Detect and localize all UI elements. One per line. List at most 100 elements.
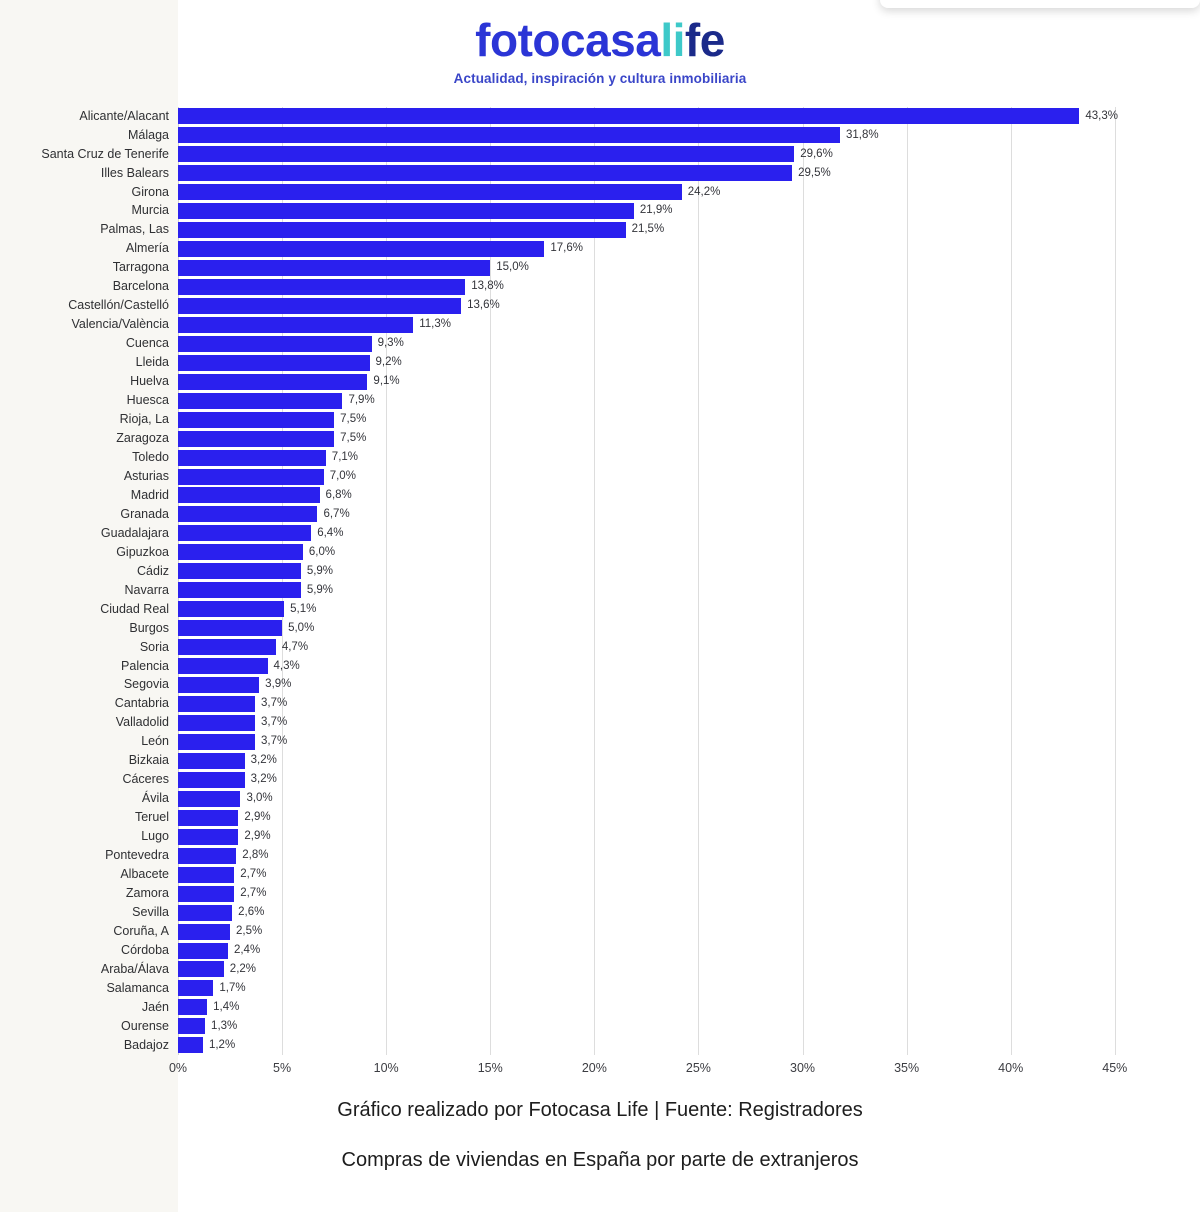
bar[interactable]: [178, 677, 260, 694]
bar[interactable]: [178, 620, 283, 637]
bar[interactable]: [178, 923, 231, 940]
bar[interactable]: [178, 1037, 203, 1054]
bar-row[interactable]: Granada 6,7%: [120, 505, 1146, 524]
bar-row[interactable]: Huesca 7,9%: [127, 391, 1146, 410]
bar-row[interactable]: Valencia/València 11,3%: [71, 315, 1146, 334]
bar-row[interactable]: Navarra 5,9%: [125, 581, 1146, 600]
bar[interactable]: [178, 885, 235, 902]
bar[interactable]: [178, 904, 233, 921]
bar-row[interactable]: Teruel 2,9%: [135, 808, 1146, 827]
bar-row[interactable]: Palencia 4,3%: [121, 657, 1146, 676]
bar-row[interactable]: Burgos 5,0%: [129, 619, 1146, 638]
bar[interactable]: [178, 430, 335, 447]
bar-row[interactable]: Soria 4,7%: [140, 638, 1146, 657]
bar[interactable]: [178, 487, 320, 504]
bar[interactable]: [178, 601, 285, 618]
bar[interactable]: [178, 847, 237, 864]
bar-row[interactable]: Segovia 3,9%: [124, 675, 1146, 694]
bar[interactable]: [178, 790, 241, 807]
bar-row[interactable]: Alicante/Alacant 43,3%: [79, 107, 1146, 126]
bar[interactable]: [178, 108, 1080, 125]
bar-row[interactable]: Málaga 31,8%: [128, 126, 1146, 145]
bar[interactable]: [178, 506, 318, 523]
bar-row[interactable]: Salamanca 1,7%: [106, 979, 1146, 998]
bar[interactable]: [178, 373, 368, 390]
bar[interactable]: [178, 752, 245, 769]
bar-row[interactable]: Rioja, La 7,5%: [120, 410, 1146, 429]
bar-row[interactable]: Araba/Álava 2,2%: [101, 960, 1146, 979]
bar[interactable]: [178, 468, 324, 485]
bar[interactable]: [178, 696, 256, 713]
bar-row[interactable]: Toledo 7,1%: [132, 448, 1146, 467]
bar-row[interactable]: Albacete 2,7%: [120, 865, 1146, 884]
bar[interactable]: [178, 240, 545, 257]
bar[interactable]: [178, 658, 268, 675]
bar[interactable]: [178, 354, 370, 371]
bar[interactable]: [178, 316, 414, 333]
bar-row[interactable]: Barcelona 13,8%: [113, 277, 1146, 296]
bar[interactable]: [178, 563, 301, 580]
bar-row[interactable]: Zamora 2,7%: [126, 884, 1146, 903]
bar-row[interactable]: Ciudad Real 5,1%: [100, 600, 1146, 619]
bar-row[interactable]: Lleida 9,2%: [136, 353, 1146, 372]
bar-row[interactable]: Ávila 3,0%: [142, 789, 1146, 808]
bar[interactable]: [178, 259, 491, 276]
bar-row[interactable]: Badajoz 1,2%: [124, 1036, 1146, 1055]
bar-row[interactable]: Illes Balears 29,5%: [101, 164, 1146, 183]
bar[interactable]: [178, 771, 245, 788]
bar-row[interactable]: Murcia 21,9%: [131, 201, 1146, 220]
bar-row[interactable]: Bizkaia 3,2%: [129, 751, 1146, 770]
bar-row[interactable]: Coruña, A 2,5%: [113, 922, 1146, 941]
bar-row[interactable]: Cantabria 3,7%: [115, 694, 1146, 713]
bar[interactable]: [178, 278, 466, 295]
bar[interactable]: [178, 297, 462, 314]
bar[interactable]: [178, 411, 335, 428]
bar[interactable]: [178, 165, 793, 182]
bar[interactable]: [178, 127, 840, 144]
bar[interactable]: [178, 639, 276, 656]
bar-row[interactable]: Valladolid 3,7%: [116, 713, 1146, 732]
bar-row[interactable]: Zaragoza 7,5%: [116, 429, 1146, 448]
bar-row[interactable]: Palmas, Las 21,5%: [100, 220, 1146, 239]
bar[interactable]: [178, 714, 256, 731]
bar[interactable]: [178, 942, 228, 959]
bar[interactable]: [178, 980, 214, 997]
bar-row[interactable]: Pontevedra 2,8%: [105, 846, 1146, 865]
bar[interactable]: [178, 999, 208, 1016]
bar-row[interactable]: León 3,7%: [141, 732, 1146, 751]
bar-row[interactable]: Jaén 1,4%: [142, 998, 1146, 1017]
bar[interactable]: [178, 1018, 206, 1035]
bar-row[interactable]: Lugo 2,9%: [141, 827, 1146, 846]
bar-row[interactable]: Girona 24,2%: [131, 183, 1146, 202]
bar[interactable]: [178, 449, 326, 466]
bar-row[interactable]: Ourense 1,3%: [121, 1017, 1146, 1036]
bar-row[interactable]: Castellón/Castelló 13,6%: [68, 296, 1146, 315]
bar-row[interactable]: Córdoba 2,4%: [121, 941, 1146, 960]
bar-row[interactable]: Sevilla 2,6%: [132, 903, 1146, 922]
bar[interactable]: [178, 582, 301, 599]
bar[interactable]: [178, 335, 372, 352]
bar-row[interactable]: Cádiz 5,9%: [137, 562, 1146, 581]
bar[interactable]: [178, 525, 312, 542]
bar[interactable]: [178, 392, 343, 409]
bar[interactable]: [178, 809, 239, 826]
bar-row[interactable]: Cuenca 9,3%: [126, 334, 1146, 353]
bar-row[interactable]: Huelva 9,1%: [130, 372, 1146, 391]
bar[interactable]: [178, 961, 224, 978]
bar-row[interactable]: Gipuzkoa 6,0%: [116, 543, 1146, 562]
bar[interactable]: [178, 146, 795, 163]
bar[interactable]: [178, 222, 626, 239]
bar-row[interactable]: Cáceres 3,2%: [122, 770, 1146, 789]
bar[interactable]: [178, 828, 239, 845]
bar[interactable]: [178, 184, 682, 201]
bar-row[interactable]: Tarragona 15,0%: [113, 258, 1146, 277]
bar[interactable]: [178, 733, 256, 750]
bar-row[interactable]: Almería 17,6%: [126, 239, 1146, 258]
bar-row[interactable]: Guadalajara 6,4%: [101, 524, 1146, 543]
bar[interactable]: [178, 544, 303, 561]
bar-row[interactable]: Santa Cruz de Tenerife 29,6%: [41, 145, 1146, 164]
bar-row[interactable]: Madrid 6,8%: [131, 486, 1146, 505]
bar-row[interactable]: Asturias 7,0%: [124, 467, 1146, 486]
bar[interactable]: [178, 203, 634, 220]
bar[interactable]: [178, 866, 235, 883]
